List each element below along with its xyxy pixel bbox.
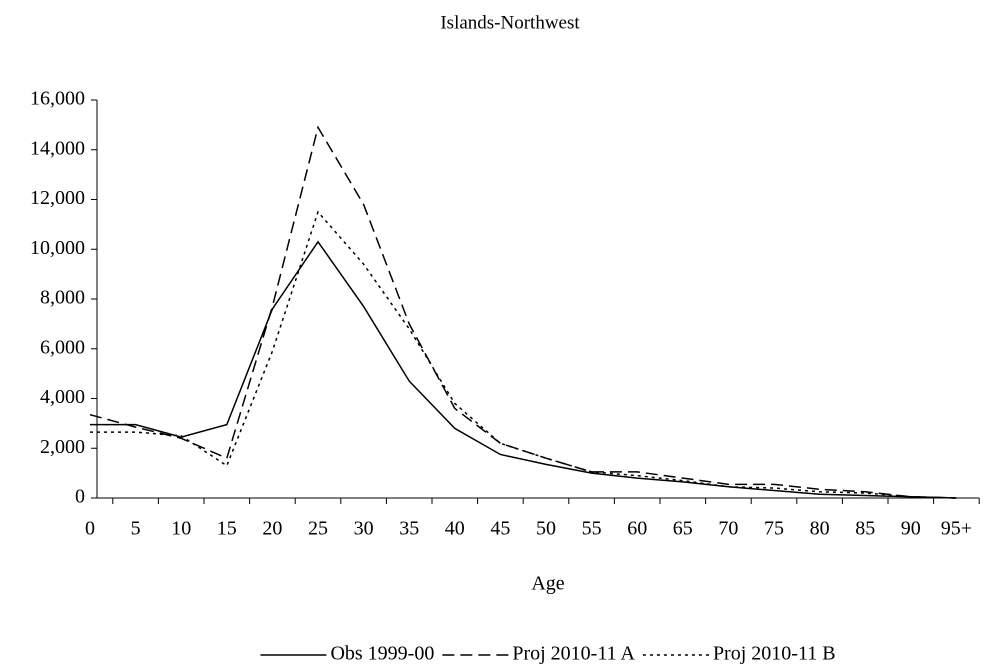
x-tick-label: 50 — [536, 518, 556, 540]
x-tick-label: 45 — [490, 518, 510, 540]
x-tick-label: 35 — [399, 518, 419, 540]
x-axis-label: Age — [531, 573, 564, 595]
y-tick-label: 4,000 — [40, 386, 85, 408]
x-tick-label: 20 — [262, 518, 282, 540]
x-tick-label: 65 — [673, 518, 693, 540]
x-tick-label: 0 — [85, 518, 95, 540]
y-tick-label: 6,000 — [40, 336, 85, 358]
legend-label: Proj 2010-11 A — [512, 643, 635, 665]
x-tick-label: 70 — [718, 518, 738, 540]
x-tick-label: 15 — [217, 518, 237, 540]
series-line — [89, 125, 957, 499]
y-tick-label: 16,000 — [30, 88, 85, 110]
x-tick-label: 30 — [354, 518, 374, 540]
x-tick-label: 60 — [627, 518, 647, 540]
y-tick-label: 8,000 — [40, 287, 85, 309]
y-tick-label: 10,000 — [30, 237, 85, 259]
x-tick-label: 40 — [445, 518, 465, 540]
series-line — [90, 210, 957, 499]
x-tick-label: 25 — [308, 518, 328, 540]
x-tick-label: 80 — [810, 518, 830, 540]
x-tick-label: 85 — [855, 518, 875, 540]
x-tick-label: 95+ — [941, 518, 972, 540]
x-tick-label: 75 — [764, 518, 784, 540]
x-tick-label: 10 — [171, 518, 191, 540]
x-tick-label: 5 — [131, 518, 141, 540]
y-tick-label: 2,000 — [40, 436, 85, 458]
x-tick-label: 90 — [901, 518, 921, 540]
series-line — [90, 240, 957, 499]
y-tick-label: 14,000 — [30, 137, 85, 159]
x-tick-label: 55 — [582, 518, 602, 540]
y-tick-label: 0 — [75, 486, 85, 508]
y-tick-label: 12,000 — [30, 187, 85, 209]
legend-label: Obs 1999-00 — [330, 643, 434, 665]
chart-title: Islands-Northwest — [440, 12, 580, 33]
legend-label: Proj 2010-11 B — [713, 643, 836, 665]
